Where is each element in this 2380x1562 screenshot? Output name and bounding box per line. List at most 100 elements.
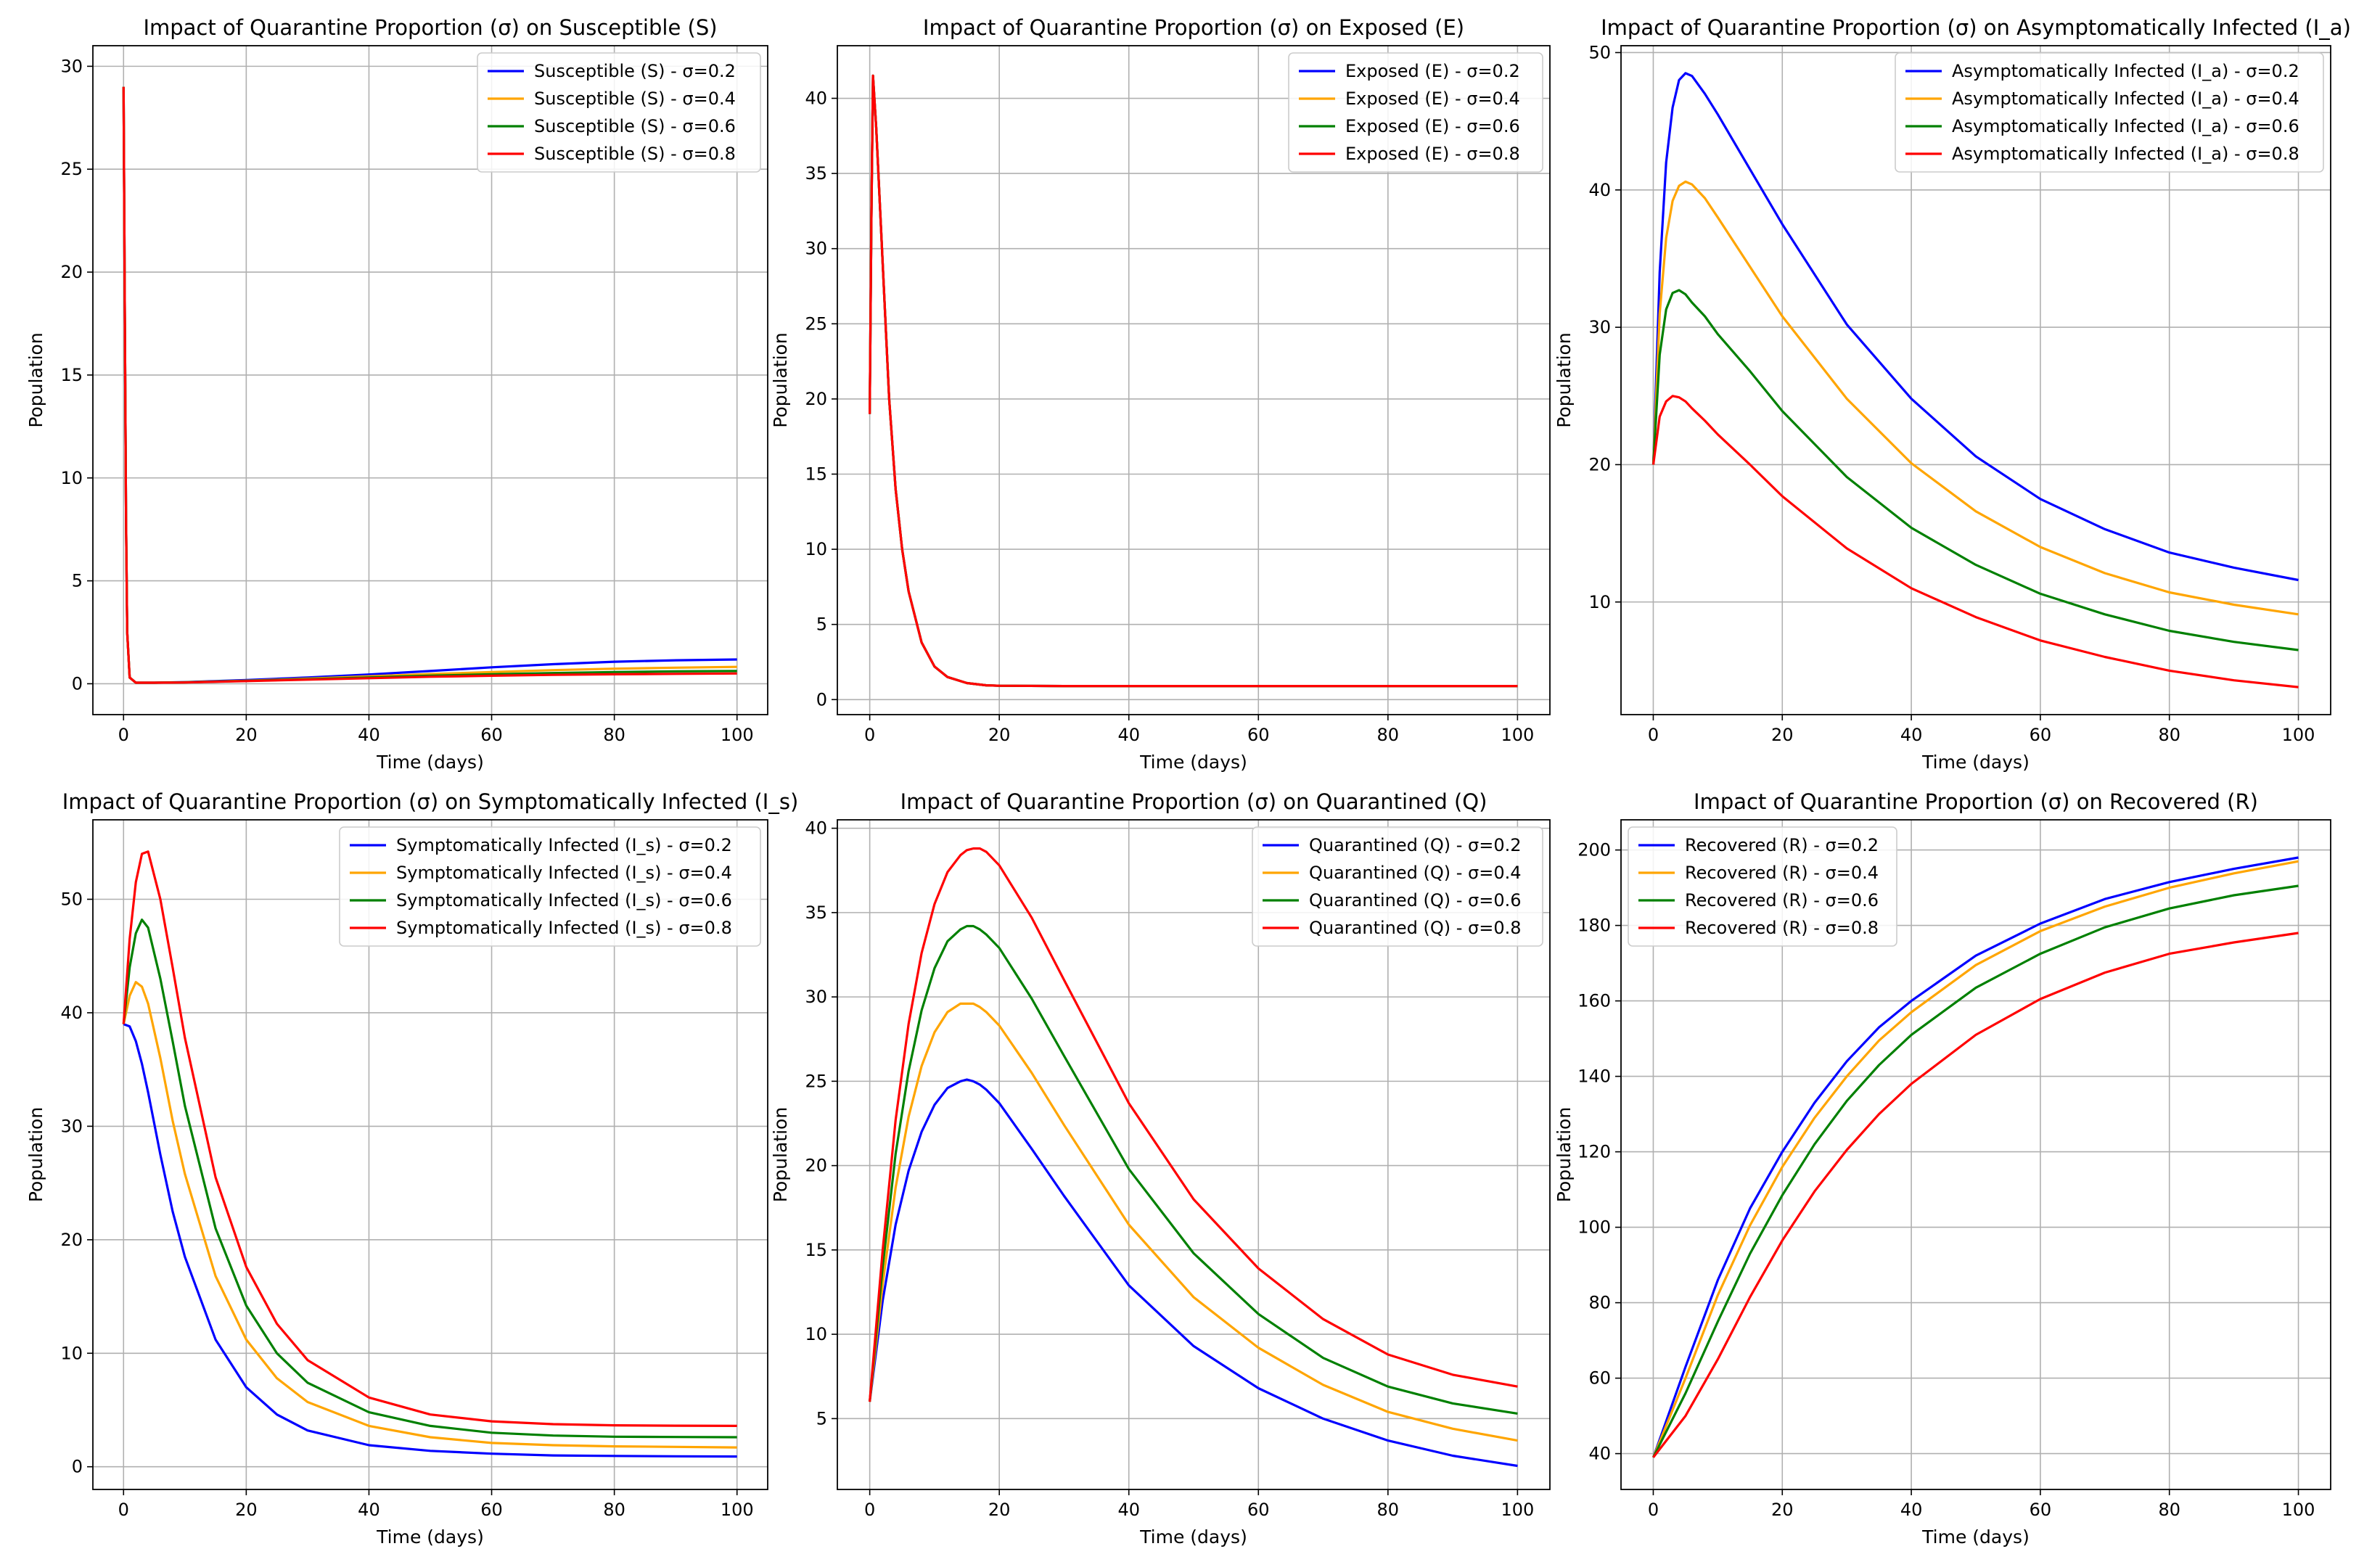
y-tick-label: 5 [72,571,83,591]
y-axis-label: Population [25,332,46,427]
x-tick-label: 80 [2158,1500,2180,1520]
y-axis-label: Population [1554,1107,1575,1202]
y-tick-label: 15 [805,1240,827,1260]
series-line-sigma-0.2 [1651,72,2299,582]
x-tick-label: 20 [235,1500,258,1520]
legend-entry: Recovered (R) - σ=0.6 [1685,890,1879,911]
x-tick-label: 40 [1117,1500,1140,1520]
legend-entry: Quarantined (Q) - σ=0.8 [1309,918,1522,938]
series-line-sigma-0.4 [1651,180,2299,616]
legend-entry: Susceptible (S) - σ=0.6 [534,116,736,136]
legend-entry: Symptomatically Infected (I_s) - σ=0.2 [396,835,732,855]
y-tick-label: 200 [1577,840,1611,860]
y-tick-label: 15 [60,365,83,385]
x-tick-label: 100 [721,725,754,745]
axes-frame [92,45,768,715]
y-tick-label: 5 [816,1408,827,1429]
series-line-sigma-0.8 [122,850,737,1427]
y-tick-label: 5 [816,614,827,635]
legend-entry: Susceptible (S) - σ=0.2 [534,61,736,81]
y-tick-label: 10 [805,539,827,559]
legend-entry: Quarantined (Q) - σ=0.2 [1309,835,1522,855]
x-tick-label: 100 [1501,725,1534,745]
legend-entry: Exposed (E) - σ=0.2 [1345,61,1520,81]
x-tick-label: 80 [603,725,625,745]
series-line-sigma-0.4 [869,1002,1518,1442]
legend-entry: Symptomatically Infected (I_s) - σ=0.8 [396,918,732,938]
y-tick-label: 25 [805,1071,827,1091]
x-tick-label: 100 [721,1500,754,1520]
y-tick-label: 160 [1577,991,1611,1011]
x-tick-label: 60 [480,725,503,745]
y-tick-label: 50 [1588,42,1611,62]
x-tick-label: 20 [235,725,258,745]
x-axis-label: Time (days) [376,1526,484,1547]
y-tick-label: 180 [1577,916,1611,936]
legend: Asymptomatically Infected (I_a) - σ=0.2 A… [1895,52,2324,173]
legend-entry: Asymptomatically Infected (I_a) - σ=0.8 [1952,144,2299,164]
x-tick-label: 100 [1501,1500,1534,1520]
y-tick-label: 0 [816,689,827,710]
y-axis-label: Population [25,1107,46,1202]
x-tick-label: 20 [988,725,1011,745]
y-axis-label: Population [770,332,791,427]
axes-frame [92,819,768,1490]
y-tick-label: 40 [805,89,827,109]
y-tick-label: 80 [1588,1293,1611,1313]
series-line-sigma-0.6 [122,86,737,684]
legend-entry: Symptomatically Infected (I_s) - σ=0.6 [396,890,732,911]
y-tick-label: 30 [60,1116,83,1136]
x-axis-label: Time (days) [1139,1526,1247,1547]
x-axis-label: Time (days) [1139,752,1247,773]
legend-box [1895,52,2324,173]
x-tick-label: 80 [1377,725,1400,745]
y-tick-label: 25 [805,313,827,334]
y-tick-label: 40 [1588,1444,1611,1464]
legend-box [1628,826,1897,947]
legend-entry: Asymptomatically Infected (I_a) - σ=0.6 [1952,116,2299,136]
y-tick-label: 0 [72,1457,83,1477]
legend-entry: Recovered (R) - σ=0.4 [1685,863,1879,883]
x-axis-label: Time (days) [1921,1526,2030,1547]
y-tick-label: 10 [1588,592,1611,612]
series-line-sigma-0.8 [869,847,1518,1402]
y-tick-label: 40 [1588,180,1611,200]
x-tick-label: 100 [2282,1500,2315,1520]
subplot-5: 0 20 40 60 80 100 5 10 15 20 25 30 35 40 Impact of Qua… [770,789,1551,1547]
y-tick-label: 0 [72,673,83,694]
legend-entry: Recovered (R) - σ=0.2 [1685,835,1879,855]
series-line-sigma-0.8 [869,74,1518,688]
x-tick-label: 60 [480,1500,503,1520]
legend-box [339,826,761,947]
legend-box [477,52,761,173]
axes-frame [1620,819,2331,1490]
subplot-title: Impact of Quarantine Proportion (σ) on A… [1601,15,2351,40]
series-line-sigma-0.2 [1651,856,2299,1458]
x-tick-label: 20 [1771,725,1794,745]
x-tick-label: 40 [1900,1500,1923,1520]
y-tick-label: 40 [60,1003,83,1023]
series-line-sigma-0.6 [1652,884,2299,1458]
subplot-title: Impact of Quarantine Proportion (σ) on S… [62,789,799,814]
y-tick-label: 100 [1577,1217,1611,1238]
subplot-title: Impact of Quarantine Proportion (σ) on Q… [900,789,1488,814]
y-tick-label: 10 [805,1324,827,1344]
legend: Recovered (R) - σ=0.2 Recovered (R) - σ=0… [1628,826,1897,947]
y-tick-label: 40 [805,818,827,839]
series-line-sigma-0.4 [122,981,737,1449]
x-tick-label: 60 [2030,725,2052,745]
legend-box [1288,52,1543,173]
y-tick-label: 20 [1588,454,1611,474]
series-line-sigma-0.2 [123,1023,737,1458]
x-tick-label: 40 [1900,725,1923,745]
subplot-title: Impact of Quarantine Proportion (σ) on S… [143,15,717,40]
axes-frame [837,45,1551,715]
x-tick-label: 20 [988,1500,1011,1520]
x-tick-label: 60 [2030,1500,2052,1520]
x-tick-label: 60 [1247,1500,1270,1520]
x-tick-label: 60 [1247,725,1270,745]
legend-entry: Exposed (E) - σ=0.4 [1345,89,1520,109]
legend-entry: Asymptomatically Infected (I_a) - σ=0.4 [1952,89,2299,109]
y-tick-label: 10 [60,1343,83,1363]
